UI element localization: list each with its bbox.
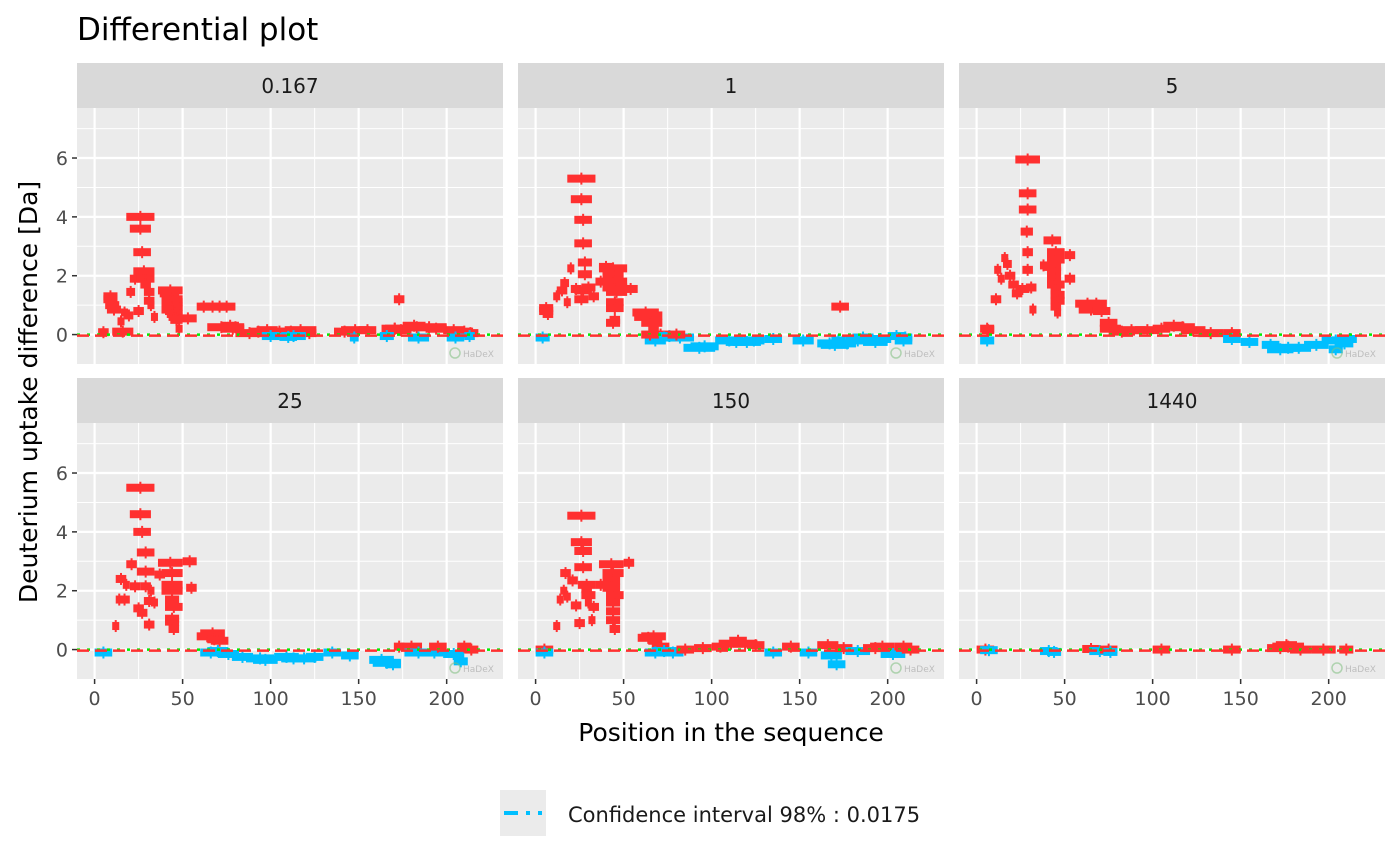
x-tick-label: 200 [429,688,465,710]
watermark-text: HaDeX [1345,350,1376,360]
strip-label: 150 [712,389,750,413]
watermark-text: HaDeX [1345,665,1376,675]
panel-background [959,423,1385,679]
panel-1440: 1440 HaDeX 0 50 100 150 200 [959,378,1385,710]
y-axis-label: Deuterium uptake difference [Da] [14,181,43,603]
hadex-logo: HaDeX [449,662,494,675]
panel-5: 5 HaDeX [959,63,1385,364]
x-tick-label: 0 [530,688,542,710]
hadex-logo: HaDeX [1331,662,1376,675]
x-tick-label: 100 [694,688,730,710]
strip-background [959,378,1385,423]
panel-25: 25 HaDeX 0 2 4 6 0 50 100 150 200 [56,378,503,710]
x-tick-label: 200 [870,688,906,710]
hadex-logo: HaDeX [890,347,935,360]
y-tick-label: 4 [56,522,68,544]
strip-background [959,63,1385,108]
panel-0.167: 0.167 HaDeX 0 2 4 6 [56,63,503,364]
strip-background [77,63,503,108]
x-tick-label: 100 [253,688,289,710]
watermark-text: HaDeX [463,350,494,360]
peptide-bars [98,210,479,344]
logo-icon [890,662,902,674]
panel-1: 1 HaDeX [518,63,944,364]
y-tick-label: 6 [56,463,68,485]
panel-background [518,108,944,364]
y-tick-label: 0 [56,325,68,347]
logo-icon [449,662,461,674]
y-tick-label: 4 [56,207,68,229]
facet-panels: 0.167 HaDeX 0 2 4 6 1 HaDeX 5 HaDeX 25 HaDeX 0 2 4 6 0 50… [56,63,1385,710]
x-tick-label: 50 [612,688,636,710]
strip-background [518,63,944,108]
peptide-bars [980,153,1357,356]
strip-background [77,378,503,423]
logo-icon [890,347,902,359]
x-tick-label: 200 [1311,688,1347,710]
strip-label: 1440 [1147,389,1198,413]
y-tick-label: 6 [56,148,68,170]
hadex-logo: HaDeX [1331,347,1376,360]
watermark-text: HaDeX [904,665,935,675]
logo-icon [449,347,461,359]
panel-background [77,108,503,364]
panel-150: 150 HaDeX 0 50 100 150 200 [518,378,944,710]
hadex-logo: HaDeX [890,662,935,675]
strip-label: 5 [1166,74,1179,98]
watermark-text: HaDeX [463,665,494,675]
x-tick-label: 50 [171,688,195,710]
peptide-bars [535,509,920,671]
x-tick-label: 0 [89,688,101,710]
hadex-logo: HaDeX [449,347,494,360]
legend: Confidence interval 98% : 0.0175 [500,790,920,836]
logo-icon [1331,347,1343,359]
chart-title: Differential plot [77,12,318,48]
strip-label: 0.167 [261,74,318,98]
x-tick-label: 50 [1053,688,1077,710]
strip-label: 25 [277,389,302,413]
x-axis-label: Position in the sequence [578,718,883,747]
logo-icon [1331,662,1343,674]
x-tick-label: 150 [782,688,818,710]
panel-background [959,108,1385,364]
legend-label: Confidence interval 98% : 0.0175 [568,803,920,827]
watermark-text: HaDeX [904,350,935,360]
y-tick-label: 2 [56,581,68,603]
x-tick-label: 0 [971,688,983,710]
x-tick-label: 100 [1135,688,1171,710]
x-tick-label: 150 [341,688,377,710]
peptide-bars [94,481,479,671]
y-tick-label: 0 [56,640,68,662]
strip-background [518,378,944,423]
y-tick-label: 2 [56,266,68,288]
x-tick-label: 150 [1223,688,1259,710]
strip-label: 1 [725,74,738,98]
